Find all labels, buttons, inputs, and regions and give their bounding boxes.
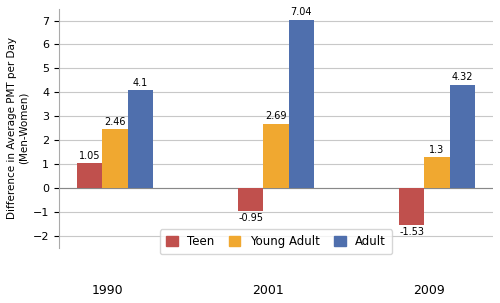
Text: -1.53: -1.53 [400, 227, 424, 237]
Text: 2.46: 2.46 [104, 117, 126, 127]
Bar [128, 90, 153, 188]
Text: 1.3: 1.3 [430, 145, 444, 155]
Y-axis label: Difference in Average PMT per Day
(Men-Women): Difference in Average PMT per Day (Men-W… [7, 37, 28, 219]
Bar [264, 124, 288, 188]
Bar [77, 163, 102, 188]
Bar [238, 188, 264, 211]
Legend: Teen, Young Adult, Adult: Teen, Young Adult, Adult [160, 229, 392, 254]
Text: 2001: 2001 [252, 284, 284, 297]
Text: 7.04: 7.04 [290, 7, 312, 17]
Text: 2.69: 2.69 [265, 112, 286, 122]
Bar [102, 129, 128, 188]
Text: 1.05: 1.05 [79, 151, 100, 161]
Bar [399, 188, 424, 225]
Text: -0.95: -0.95 [238, 213, 264, 223]
Bar [424, 157, 450, 188]
Bar [288, 20, 314, 188]
Text: 4.1: 4.1 [132, 78, 148, 88]
Text: 4.32: 4.32 [452, 72, 473, 82]
Text: 1990: 1990 [92, 284, 123, 297]
Bar [450, 85, 475, 188]
Text: 2009: 2009 [414, 284, 446, 297]
